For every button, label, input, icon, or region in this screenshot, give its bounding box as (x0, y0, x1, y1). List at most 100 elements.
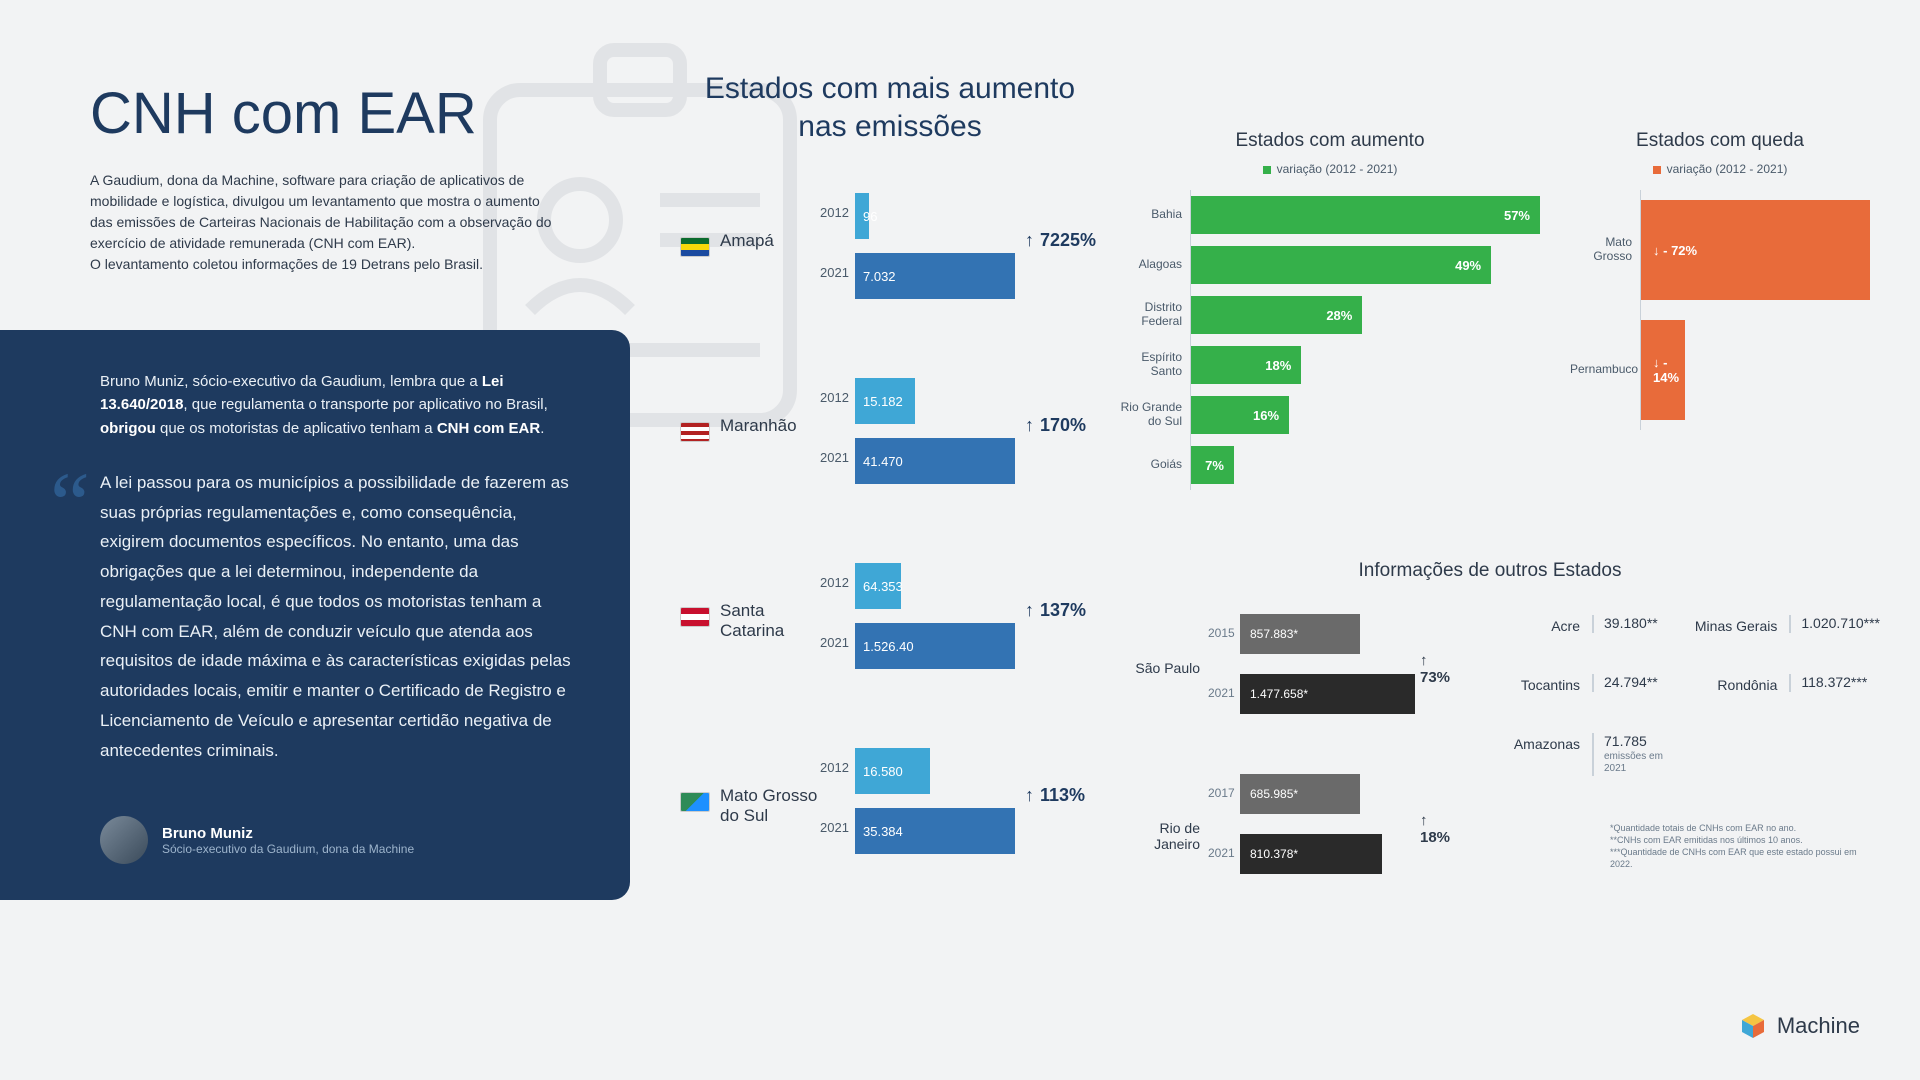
state-flag-icon (680, 422, 710, 442)
state-name: Amapá (720, 231, 830, 251)
graybar-rj: Rio de Janeiro20172021685.985*810.378*18… (1140, 770, 1460, 900)
table-key: Rondônia (1687, 674, 1777, 693)
logo-text: Machine (1777, 1013, 1860, 1039)
arrow-up-icon (1025, 415, 1034, 436)
graybar-name: Rio de Janeiro (1110, 820, 1200, 852)
table-val: 24.794** (1592, 674, 1675, 692)
graybar-2: 810.378* (1240, 834, 1382, 874)
hbar: - 14% (1641, 320, 1685, 420)
bar-2012: 16.580 (855, 748, 930, 794)
table-val: 71.785emissões em 2021 (1592, 733, 1675, 776)
arrow-up-icon (1025, 785, 1034, 806)
hbar: 18% (1191, 346, 1301, 384)
hbar-label: Mato Grosso (1570, 236, 1640, 264)
growth-value: 137% (1025, 600, 1086, 621)
hbar: 28% (1191, 296, 1362, 334)
growth-value: 113% (1025, 785, 1085, 806)
quote-body: A lei passou para os municípios a possib… (100, 468, 582, 766)
graybar-var: 18% (1420, 812, 1460, 846)
graybar-var: 73% (1420, 652, 1460, 686)
state-block: Santa Catarina 2012 2021 64.353 1.526.40 137% (680, 545, 1110, 730)
year-label: 2012 (820, 575, 849, 590)
growth-states: Amapá 2012 2021 96 7.032 7225% Maranhão 2012 202… (680, 175, 1110, 915)
hbar: - 72% (1641, 200, 1870, 300)
hbar-label: Espírito Santo (1120, 351, 1190, 379)
cube-icon (1739, 1012, 1767, 1040)
hbar-label: Rio Grande do Sul (1120, 401, 1190, 429)
hbar: 57% (1191, 196, 1540, 234)
year-label: 2012 (820, 390, 849, 405)
year-label: 2021 (820, 265, 849, 280)
year-label: 2021 (1208, 686, 1235, 700)
avatar (100, 816, 148, 864)
state-name: Mato Grosso do Sul (720, 786, 830, 827)
state-name: Maranhão (720, 416, 830, 436)
year-label: 2021 (1208, 846, 1235, 860)
intro-paragraph: A Gaudium, dona da Machine, software par… (90, 170, 560, 275)
table-key: Tocantins (1490, 674, 1580, 693)
quote-lead: Bruno Muniz, sócio-executivo da Gaudium,… (100, 370, 582, 440)
chart-legend: variação (2012 - 2021) (1570, 162, 1870, 176)
machine-logo: Machine (1739, 1012, 1860, 1040)
hbar: 7% (1191, 446, 1234, 484)
bar-2012: 96 (855, 193, 869, 239)
state-flag-icon (680, 607, 710, 627)
year-label: 2021 (820, 820, 849, 835)
hbar-row: Espírito Santo18% (1120, 340, 1540, 390)
state-flag-icon (680, 792, 710, 812)
table-key: Minas Gerais (1687, 615, 1777, 634)
hbar-row: Bahia57% (1120, 190, 1540, 240)
attrib-name: Bruno Muniz (162, 825, 414, 842)
hbar-row: Pernambuco- 14% (1570, 310, 1870, 430)
arrow-up-icon (1025, 230, 1034, 251)
hbar-label: Alagoas (1120, 258, 1190, 272)
table-key: Acre (1490, 615, 1580, 634)
hbar-label: Distrito Federal (1120, 301, 1190, 329)
hbar-row: Goiás7% (1120, 440, 1540, 490)
graybar-2: 1.477.658* (1240, 674, 1415, 714)
graybar-name: São Paulo (1110, 660, 1200, 676)
hbar-row: Distrito Federal28% (1120, 290, 1540, 340)
bar-2021: 1.526.40 (855, 623, 1015, 669)
graybar-1: 857.883* (1240, 614, 1360, 654)
state-name: Santa Catarina (720, 601, 830, 642)
bar-2012: 64.353 (855, 563, 901, 609)
graybar-sp: São Paulo20152021857.883*1.477.658*73% (1140, 610, 1460, 740)
state-flag-icon (680, 237, 710, 257)
state-block: Mato Grosso do Sul2012202116.58035.38411… (680, 730, 1110, 915)
chart-title: Estados com aumento (1120, 130, 1540, 152)
state-block: Amapá 2012 2021 96 7.032 7225% (680, 175, 1110, 360)
year-label: 2017 (1208, 786, 1235, 800)
page-title: CNH com EAR (90, 80, 477, 147)
year-label: 2012 (820, 205, 849, 220)
year-label: 2015 (1208, 626, 1235, 640)
chart-states-up: Estados com aumento variação (2012 - 202… (1120, 130, 1540, 530)
bar-2012: 15.182 (855, 378, 915, 424)
center-title: Estados com mais aumento nas emissões (700, 70, 1080, 145)
chart-states-down: Estados com queda variação (2012 - 2021)… (1570, 130, 1870, 530)
quote-attribution: Bruno Muniz Sócio-executivo da Gaudium, … (100, 816, 414, 864)
hbar-row: Mato Grosso- 72% (1570, 190, 1870, 310)
growth-value: 170% (1025, 415, 1086, 436)
hbar-row: Rio Grande do Sul16% (1120, 390, 1540, 440)
chart-legend: variação (2012 - 2021) (1120, 162, 1540, 176)
graybar-1: 685.985* (1240, 774, 1360, 814)
year-label: 2012 (820, 760, 849, 775)
bar-2021: 7.032 (855, 253, 1015, 299)
year-label: 2021 (820, 635, 849, 650)
hbar-label: Goiás (1120, 458, 1190, 472)
other-title: Informações de outros Estados (1120, 560, 1860, 582)
chart-title: Estados com queda (1570, 130, 1870, 152)
other-table: Acre 39.180** Minas Gerais 1.020.710*** Toca… (1490, 615, 1880, 776)
table-val: 118.372*** (1789, 674, 1880, 692)
hbar: 16% (1191, 396, 1289, 434)
state-block: Maranhão 2012 2021 15.182 41.470 170% (680, 360, 1110, 545)
bar-2021: 41.470 (855, 438, 1015, 484)
table-val: 1.020.710*** (1789, 615, 1880, 633)
growth-value: 7225% (1025, 230, 1096, 251)
arrow-up-icon (1025, 600, 1034, 621)
attrib-role: Sócio-executivo da Gaudium, dona da Mach… (162, 842, 414, 856)
footnotes: *Quantidade totais de CNHs com EAR no an… (1610, 822, 1880, 871)
year-label: 2021 (820, 450, 849, 465)
table-val: 39.180** (1592, 615, 1675, 633)
